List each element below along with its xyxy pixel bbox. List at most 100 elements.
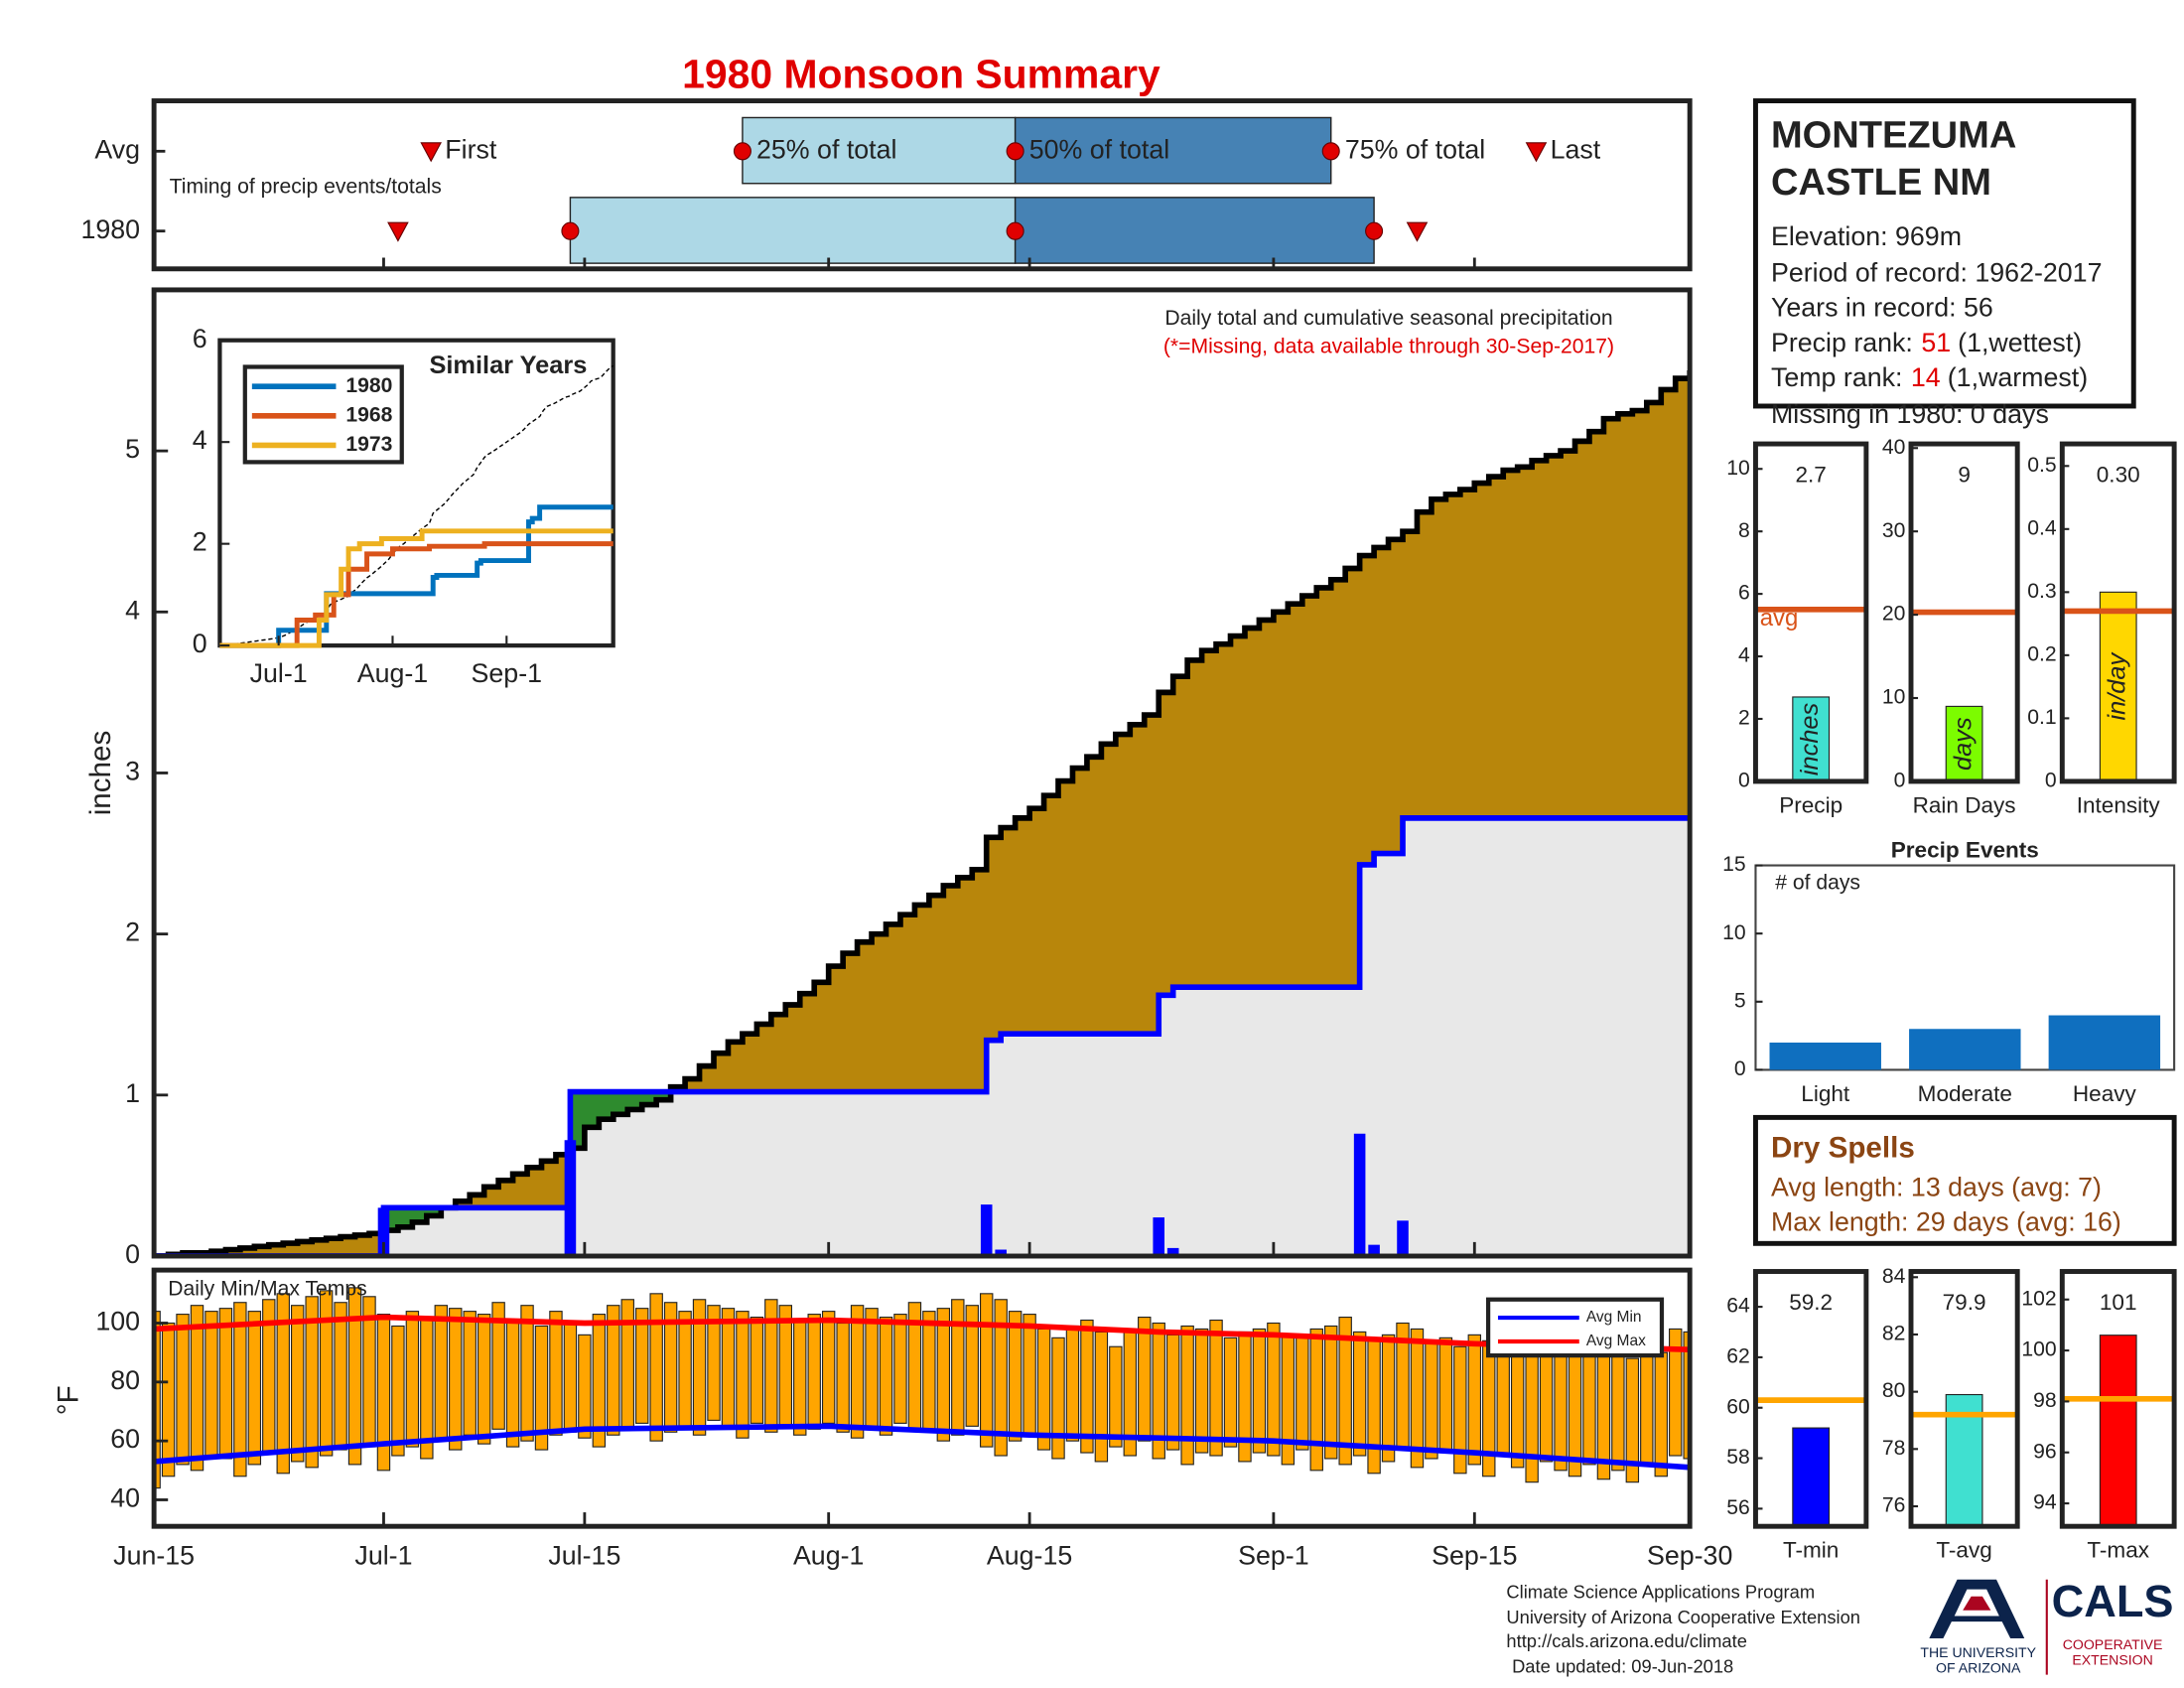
daily-bar [1166, 1247, 1179, 1257]
event-marker [420, 142, 442, 163]
y-tick-label: 100 [2021, 1338, 2056, 1361]
temp-bar [1267, 1322, 1281, 1457]
y-tick-label: 10 [1726, 457, 1750, 480]
temp-bar [1252, 1328, 1267, 1454]
temp-bar [1669, 1328, 1683, 1457]
y-tick-label: 30 [1882, 519, 1906, 542]
y-tick-label: 102 [2021, 1287, 2056, 1310]
summary-bar [2099, 591, 2137, 782]
y-tick-label: 20 [1882, 603, 1906, 626]
summary-bar [1792, 1427, 1831, 1527]
x-tick-label: Sep-1 [1238, 1540, 1308, 1570]
temp-bar [1094, 1331, 1109, 1463]
temp-bar [821, 1311, 836, 1424]
station-line: Years in record: 56 [1771, 293, 1993, 323]
temp-bar [520, 1305, 534, 1442]
similar-year-line [219, 504, 614, 648]
y-tick-label: 8 [1738, 519, 1750, 542]
temp-bar [391, 1325, 405, 1457]
bar [1909, 1029, 2021, 1070]
temp-bar [1425, 1342, 1438, 1460]
temp-bar [218, 1308, 233, 1460]
temp-bar [1023, 1314, 1036, 1436]
temp-bar [176, 1314, 190, 1466]
temp-bar [1281, 1334, 1296, 1466]
note: (1,warmest) [1948, 362, 2088, 392]
summary-bar [1792, 696, 1831, 782]
row-label: Avg [94, 134, 140, 164]
daily-bar [1368, 1244, 1380, 1257]
daily-bar [1397, 1220, 1409, 1257]
temp-bar [1554, 1351, 1568, 1472]
temp-bar [319, 1290, 334, 1457]
temp-bar [994, 1299, 1008, 1457]
temp-bar [1625, 1357, 1640, 1483]
daily-bar [1353, 1133, 1366, 1257]
temp-bar [850, 1305, 865, 1439]
temp-bar [405, 1311, 420, 1448]
chart-title: Precip Events [1891, 837, 2039, 862]
temp-bar [980, 1293, 994, 1448]
logo-cals: CALS [2052, 1576, 2174, 1626]
quartile-marker [1321, 142, 1340, 161]
temp-bar [1065, 1325, 1080, 1442]
unit-label: inches [1796, 702, 1824, 775]
temp-bar [678, 1311, 692, 1427]
footer-line: Climate Science Applications Program [1506, 1582, 1815, 1603]
temp-bar [965, 1305, 979, 1427]
event-marker [1525, 142, 1548, 163]
temp-bar [1410, 1328, 1425, 1469]
legend-label: 1973 [345, 433, 392, 456]
y-tick-label: 5 [1734, 989, 1746, 1012]
value-label: 9 [1958, 462, 1971, 487]
y-tick-label: 6 [193, 324, 207, 353]
temp-bar [334, 1302, 347, 1451]
y-tick-label: 62 [1726, 1345, 1750, 1368]
temp-bar [778, 1305, 793, 1427]
ua-logo [1929, 1579, 2025, 1639]
temp-bar [1367, 1339, 1381, 1475]
chart-title: 1980 Monsoon Summary [682, 51, 1160, 96]
similar-year-line [219, 528, 614, 648]
temp-bar [1496, 1348, 1510, 1457]
quartile-marker [1006, 221, 1024, 240]
annotation: Daily total and cumulative seasonal prec… [1164, 307, 1612, 330]
temp-bar [477, 1314, 491, 1445]
temp-bar [750, 1317, 764, 1424]
station-line: Period of record: 1962-2017 [1771, 257, 2103, 287]
summary-bar [2099, 1335, 2137, 1527]
legend-label: Avg Max [1586, 1333, 1646, 1349]
y-tick-label: 2 [1738, 707, 1750, 730]
daily-bar [980, 1204, 993, 1257]
footer-line: http://cals.arizona.edu/climate [1506, 1630, 1746, 1651]
y-tick-label: 0.1 [2027, 706, 2056, 729]
y-tick-label: 0 [1734, 1057, 1746, 1080]
value: 51 [1921, 328, 1951, 357]
temp-bar [1654, 1351, 1668, 1477]
x-axis-label: T-min [1783, 1538, 1839, 1563]
y-tick-label: 84 [1882, 1265, 1906, 1288]
precip-rank: Precip rank: 51 (1,wettest) [1771, 328, 2082, 357]
temp-bar [607, 1305, 620, 1436]
panel-border [1908, 1269, 2020, 1529]
logo-a-red [1963, 1596, 1991, 1611]
temp-bar [865, 1308, 879, 1427]
temp-bar [1525, 1336, 1539, 1483]
x-tick-label: Aug-1 [793, 1540, 864, 1570]
y-tick-label: 100 [95, 1307, 140, 1336]
dry-spells-title: Dry Spells [1771, 1132, 1915, 1165]
x-tick-label: Jun-15 [113, 1540, 195, 1570]
temp-bar [1180, 1325, 1194, 1466]
temp-bar [893, 1314, 907, 1424]
station-name: MONTEZUMA [1771, 114, 2016, 156]
y-tick-label: 56 [1726, 1496, 1750, 1519]
y-tick-label: 64 [1726, 1295, 1750, 1318]
daily-bar [564, 1140, 577, 1257]
value-label: 2.7 [1795, 462, 1826, 487]
y-tick-label: 0 [193, 629, 207, 658]
x-tick-label: Jul-1 [354, 1540, 412, 1570]
temp-bar [505, 1319, 520, 1448]
temp-bar [154, 1311, 161, 1489]
event-marker [1406, 221, 1429, 242]
